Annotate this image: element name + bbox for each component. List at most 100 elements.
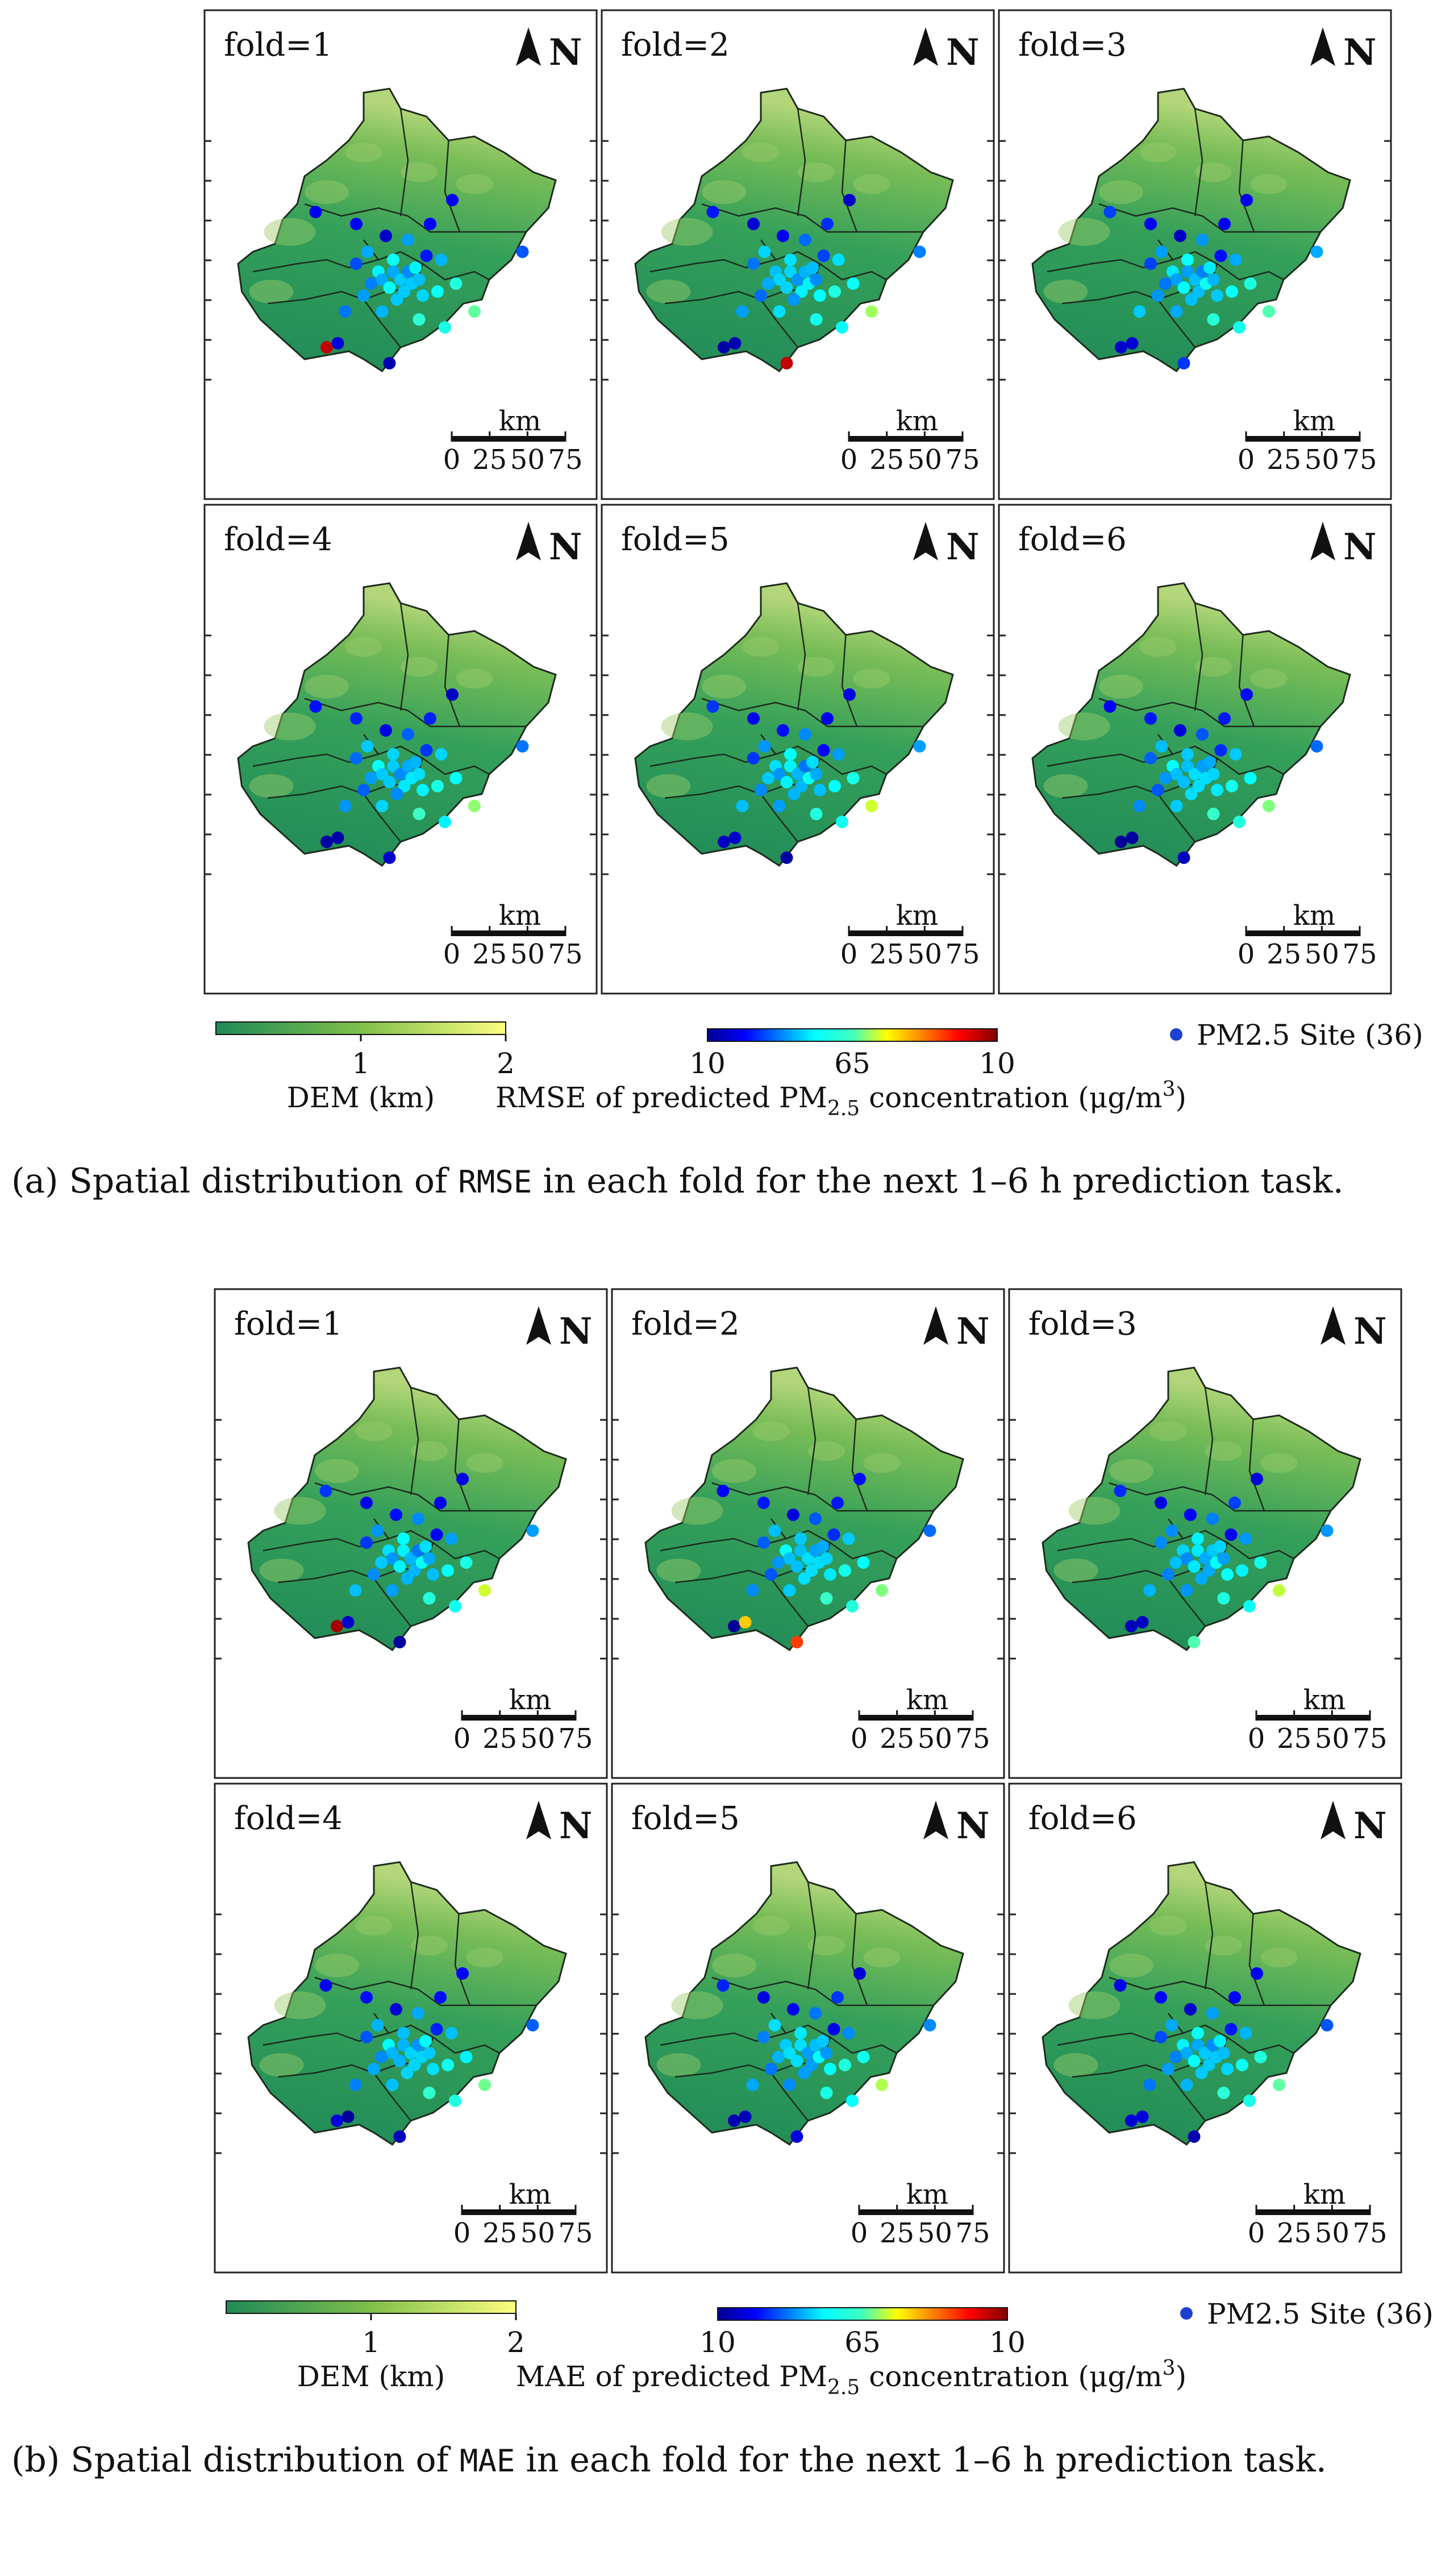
pm25-site-marker	[1180, 2047, 1193, 2059]
fold-label: fold=2	[621, 27, 730, 64]
district-boundary	[1194, 603, 1203, 711]
district-boundary	[314, 1482, 419, 1496]
scale-bar	[462, 2209, 576, 2215]
district-boundary	[1248, 1419, 1331, 1512]
pm25-site-marker	[361, 246, 374, 258]
pm25-site-marker	[402, 728, 414, 741]
caption-suffix: in each fold for the next 1–6 h predicti…	[515, 2440, 1326, 2480]
pm25-site-marker	[435, 748, 448, 761]
scale-unit: km	[509, 2179, 552, 2211]
district-boundary	[1238, 140, 1321, 233]
district-boundary	[304, 203, 409, 217]
scale-unit: km	[906, 2179, 949, 2211]
terrain-highlight	[1260, 1947, 1298, 1968]
caption-prefix: (b) Spatial distribution of	[11, 2440, 460, 2480]
district-boundary	[674, 2064, 794, 2078]
pm25-site-marker	[383, 281, 396, 294]
terrain-highlight	[1043, 774, 1088, 798]
fold-panel: fold=5 Nkm 0 25 50 75	[601, 504, 995, 995]
district-boundary	[444, 140, 526, 233]
pm25-site-marker	[331, 2114, 343, 2127]
north-label: N	[1343, 526, 1377, 568]
district-boundary	[407, 709, 460, 728]
pm25-site-marker	[516, 246, 529, 258]
scale-unit: km	[896, 405, 939, 437]
terrain-highlight	[808, 1441, 845, 1461]
pm25-site-marker	[747, 712, 760, 725]
pm25-site-marker	[783, 2047, 796, 2059]
district-boundary	[760, 299, 798, 348]
pm25-site-marker	[1244, 277, 1257, 290]
district-boundary	[1167, 1578, 1206, 1627]
pm25-site-marker	[758, 740, 771, 753]
pm25-site-marker	[857, 1556, 870, 1569]
scale-tick-label: 0	[851, 2217, 868, 2249]
scale-unit: km	[499, 900, 542, 932]
terrain-highlight	[742, 637, 780, 657]
pm25-site-marker	[1321, 2019, 1334, 2031]
district-boundary	[1212, 1988, 1264, 2006]
pm25-site-marker	[1236, 2059, 1248, 2071]
pm25-site-marker	[1126, 337, 1139, 350]
pm25-site-marker	[758, 246, 771, 258]
metric-title-prefix: MAE of predicted PM	[516, 2360, 827, 2393]
north-arrow-icon	[1321, 1306, 1346, 1345]
metric-title-suffix: concentration (μg/m	[860, 2360, 1162, 2393]
pm25-site-marker	[376, 768, 389, 780]
scale-tick-label: 0	[443, 938, 461, 970]
pm25-site-marker	[1192, 285, 1205, 298]
pm25-site-marker	[787, 1509, 799, 1521]
pm25-site-marker	[1196, 234, 1209, 246]
dem-tick-label: 1	[362, 2326, 380, 2359]
pm25-site-marker	[821, 218, 834, 230]
north-label: N	[956, 1310, 990, 1353]
pm25-site-marker	[449, 277, 463, 290]
pm25-site-marker	[1177, 357, 1190, 369]
metric-title-superscript: 3	[1163, 1078, 1176, 1101]
terrain-highlight	[305, 675, 349, 699]
terrain-highlight	[1139, 637, 1177, 657]
pm25-site-marker	[331, 337, 344, 350]
pm25-site-marker	[387, 265, 399, 278]
pm25-site-marker	[375, 1556, 388, 1569]
pm25-site-marker	[1214, 2035, 1226, 2047]
pm25-site-marker	[784, 265, 797, 278]
pm25-site-marker	[516, 740, 529, 753]
pm25-site-marker	[1133, 800, 1146, 812]
pm25-site-marker	[1273, 2079, 1285, 2091]
fold-panel: fold=4 Nkm 0 25 50 75	[214, 1783, 608, 2274]
pm25-site-marker	[405, 1552, 417, 1565]
pm25-site-marker	[1114, 1485, 1127, 1497]
district-boundary	[1227, 2036, 1294, 2054]
pm25-site-marker	[1229, 254, 1242, 266]
pm25-site-marker	[408, 1564, 421, 1577]
pm25-site-marker	[1199, 2047, 1211, 2059]
caption-metric: MAE	[460, 2443, 515, 2479]
pm25-site-marker	[780, 357, 793, 369]
pm25-site-marker	[390, 1509, 402, 1521]
terrain-highlight	[1250, 174, 1288, 194]
pm25-site-marker	[827, 1528, 840, 1541]
pm25-site-marker	[1170, 305, 1183, 318]
metric-title-subscript: 2.5	[827, 2376, 860, 2399]
pm25-site-marker	[787, 2003, 799, 2016]
terrain-highlight	[305, 180, 349, 204]
pm25-site-marker	[360, 1536, 373, 1549]
terrain-highlight	[671, 1991, 723, 2020]
pm25-site-marker	[717, 1979, 730, 1992]
pm25-site-marker	[1243, 1600, 1256, 1613]
pm25-site-marker	[1133, 305, 1146, 318]
pm25-site-marker	[319, 1979, 332, 1992]
north-label: N	[549, 526, 582, 568]
terrain-highlight	[249, 280, 294, 304]
pm25-site-marker	[865, 800, 878, 812]
scale-tick-label: 25	[1267, 938, 1301, 970]
pm25-site-marker	[409, 756, 422, 768]
pm25-site-marker	[1228, 1991, 1241, 2004]
north-arrow-icon	[1310, 522, 1335, 560]
terrain-highlight	[863, 1453, 901, 1473]
pm25-site-marker	[398, 285, 411, 298]
district-boundary	[1061, 290, 1181, 305]
pm25-site-marker	[460, 1556, 473, 1569]
terrain-highlight	[1109, 1954, 1153, 1977]
